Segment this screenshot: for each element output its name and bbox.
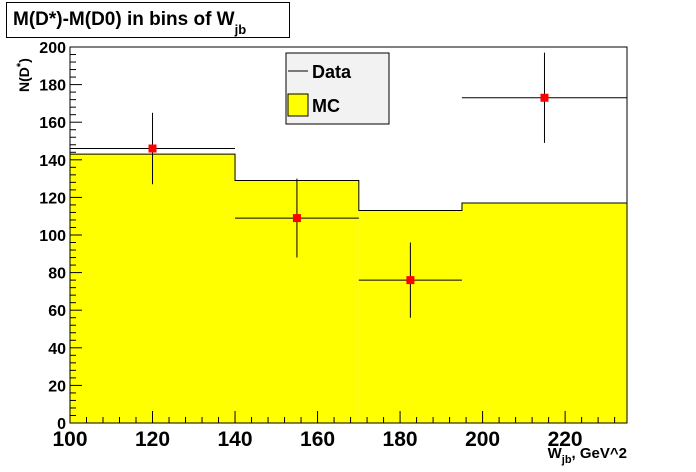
data-marker — [406, 276, 415, 285]
y-tick-label: 100 — [39, 228, 66, 245]
y-tick-label: 180 — [39, 78, 66, 95]
legend-data-label: Data — [312, 62, 352, 82]
y-tick-label: 60 — [48, 303, 66, 320]
y-tick-label: 80 — [48, 266, 66, 283]
x-tick-label: 100 — [52, 428, 87, 451]
y-tick-label: 0 — [57, 416, 66, 433]
axes: 0 20 40 60 80 100 120 140 160 180 200 100 120 140 160 1… — [39, 40, 628, 451]
data-point — [358, 242, 462, 318]
data-points — [70, 52, 627, 318]
y-tick-label: 200 — [39, 40, 66, 57]
x-tick-label: 200 — [465, 428, 500, 451]
axis-labels: N(D*) Wjb, GeV^2 — [15, 58, 627, 466]
y-axis-label: N(D*) — [15, 58, 32, 92]
y-tick-label: 20 — [48, 378, 66, 395]
data-point — [235, 178, 359, 258]
x-axis-label: Wjb, GeV^2 — [548, 445, 627, 466]
mc-bar — [70, 154, 236, 423]
x-tick-label: 140 — [218, 428, 253, 451]
y-tick-label: 140 — [39, 153, 66, 170]
y-tick-label: 40 — [48, 341, 66, 358]
x-tick-label: 120 — [135, 428, 170, 451]
chart-title: M(D*)-M(D0) in bins of Wjb — [13, 9, 247, 37]
legend: Data MC — [285, 52, 390, 125]
data-marker — [540, 93, 549, 102]
legend-mc-label: MC — [312, 96, 340, 116]
x-tick-label: 220 — [548, 428, 583, 451]
data-point — [70, 112, 236, 185]
mc-histogram — [69, 153, 628, 423]
data-marker — [148, 144, 157, 153]
data-marker — [292, 214, 301, 223]
x-tick-label: 180 — [383, 428, 418, 451]
y-tick-label: 160 — [39, 115, 66, 132]
legend-mc-swatch — [287, 93, 309, 117]
title-box: M(D*)-M(D0) in bins of Wjb — [6, 2, 290, 38]
x-tick-label: 160 — [300, 428, 335, 451]
mc-bar — [461, 203, 627, 423]
data-point — [461, 52, 627, 143]
y-tick-label: 120 — [39, 190, 66, 207]
